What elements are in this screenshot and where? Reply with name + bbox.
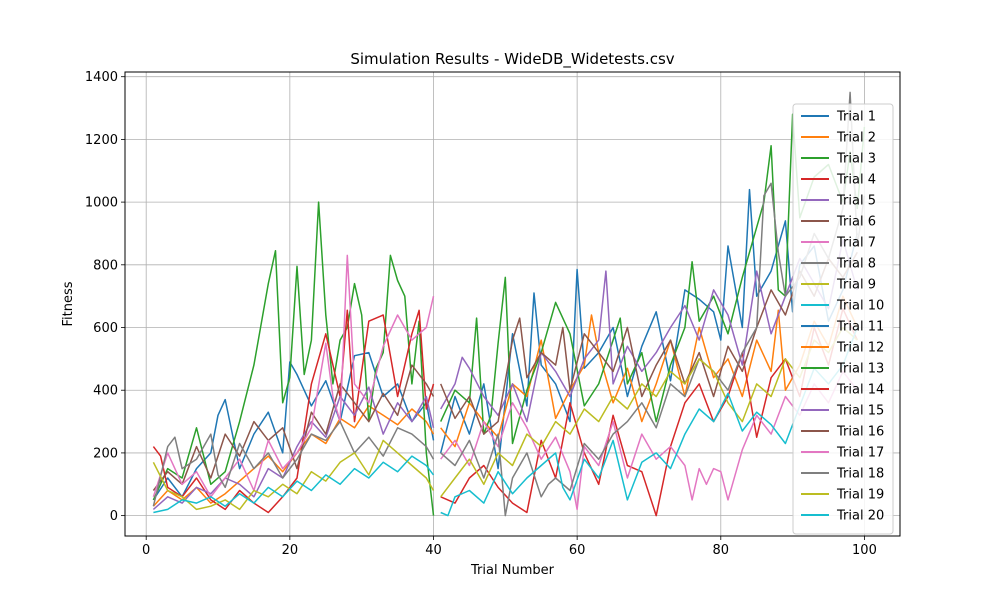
legend-entry: Trial 13 [836,362,884,377]
legend: Trial 1 Trial 2 Trial 3 Trial 4 Trial 5 Trial… [792,103,894,535]
legend-entry: Trial 16 [836,425,884,440]
legend-entry: Trial 9 [836,278,876,293]
series-line-14 [440,307,858,517]
x-tick-label: 20 [282,543,299,558]
series-lines [152,91,866,517]
legend-entry: Trial 1 [836,110,876,125]
x-axis: 0 20 40 60 80 100 [142,536,877,558]
chart-title: Simulation Results - WideDB_Widetests.cs… [350,50,674,69]
legend-entry: Trial 10 [836,299,884,314]
legend-entry: Trial 15 [836,404,884,419]
legend-entry: Trial 19 [836,488,884,503]
legend-entry: Trial 3 [836,152,876,167]
x-tick-label: 40 [425,543,442,558]
y-tick-label: 1400 [85,70,118,85]
x-tick-label: 0 [142,543,150,558]
x-tick-label: 100 [852,543,877,558]
legend-box [792,103,894,535]
series-line-1 [152,351,435,501]
legend-entry: Trial 7 [836,236,876,251]
legend-entry: Trial 6 [836,215,876,230]
series-line-8 [152,420,435,507]
legend-entry: Trial 11 [836,320,884,335]
x-tick-label: 60 [569,543,586,558]
series-line-4 [152,309,435,514]
y-axis-label: Fitness [61,281,76,326]
y-axis: 0 200 400 600 800 1000 1200 1400 [85,70,125,524]
x-axis-label: Trial Number [470,563,555,578]
y-tick-label: 1000 [85,196,118,211]
series-line-9 [152,439,435,511]
series-line-12 [440,295,858,448]
series-line-3 [152,201,435,516]
series-line-10 [153,455,435,514]
series-line-7 [152,254,435,498]
y-tick-label: 800 [93,258,118,273]
legend-entry: Trial 12 [836,341,884,356]
legend-entry: Trial 20 [836,509,884,524]
plot-frame [124,71,901,537]
series-line-17 [440,370,858,511]
series-line-6 [152,364,435,491]
legend-entry: Trial 8 [836,257,876,272]
y-tick-label: 1200 [85,133,118,148]
series-line-20 [440,327,859,517]
series-line-16 [440,251,858,435]
y-tick-label: 600 [93,321,118,336]
legend-entry: Trial 2 [836,131,876,146]
legend-entry: Trial 4 [836,173,876,188]
series-line-19 [440,326,858,498]
y-tick-label: 200 [93,446,118,461]
y-tick-label: 400 [93,384,118,399]
x-tick-label: 80 [713,543,730,558]
legend-entry: Trial 14 [836,383,884,398]
series-line-5 [152,386,435,510]
legend-entry: Trial 17 [836,446,884,461]
y-tick-label: 0 [110,509,118,524]
legend-entry: Trial 5 [836,194,876,209]
legend-entry: Trial 18 [836,467,884,482]
